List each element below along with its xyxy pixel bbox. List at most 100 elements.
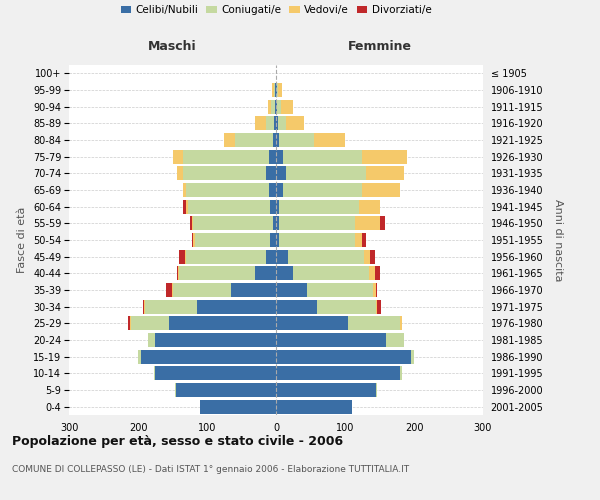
Bar xyxy=(366,166,404,180)
Bar xyxy=(272,83,274,97)
Bar xyxy=(193,233,194,247)
Text: Femmine: Femmine xyxy=(347,40,412,54)
Bar xyxy=(256,116,266,130)
Bar xyxy=(274,83,275,97)
Bar xyxy=(281,100,293,114)
Bar xyxy=(276,233,280,247)
Bar xyxy=(155,333,276,347)
Bar xyxy=(272,133,276,147)
Bar xyxy=(269,183,276,197)
Bar xyxy=(224,133,235,147)
Bar xyxy=(176,266,178,280)
Bar xyxy=(355,233,362,247)
Bar xyxy=(355,216,380,230)
Bar xyxy=(276,166,286,180)
Text: Maschi: Maschi xyxy=(148,40,197,54)
Bar xyxy=(268,100,271,114)
Bar xyxy=(400,366,401,380)
Legend: Celibi/Nubili, Coniugati/e, Vedovi/e, Divorziati/e: Celibi/Nubili, Coniugati/e, Vedovi/e, Di… xyxy=(121,5,431,15)
Bar xyxy=(143,300,144,314)
Bar xyxy=(271,100,275,114)
Bar xyxy=(293,266,369,280)
Bar xyxy=(131,316,169,330)
Bar xyxy=(275,83,276,97)
Bar xyxy=(276,216,280,230)
Bar xyxy=(276,266,293,280)
Bar xyxy=(410,350,414,364)
Bar xyxy=(278,83,281,97)
Text: COMUNE DI COLLEPASSO (LE) - Dati ISTAT 1° gennaio 2006 - Elaborazione TUTTITALIA: COMUNE DI COLLEPASSO (LE) - Dati ISTAT 1… xyxy=(12,465,409,474)
Bar xyxy=(178,166,183,180)
Bar xyxy=(277,100,281,114)
Bar xyxy=(359,200,380,214)
Bar xyxy=(280,216,355,230)
Bar xyxy=(269,150,276,164)
Bar xyxy=(144,300,145,314)
Bar xyxy=(231,283,276,297)
Bar xyxy=(185,250,187,264)
Bar xyxy=(362,233,366,247)
Bar xyxy=(190,216,192,230)
Bar xyxy=(271,200,276,214)
Bar xyxy=(370,250,376,264)
Bar xyxy=(280,233,355,247)
Bar xyxy=(376,300,377,314)
Bar xyxy=(276,133,280,147)
Bar xyxy=(283,150,362,164)
Bar xyxy=(183,200,187,214)
Bar xyxy=(276,283,307,297)
Bar xyxy=(155,366,276,380)
Bar xyxy=(266,250,276,264)
Text: Popolazione per età, sesso e stato civile - 2006: Popolazione per età, sesso e stato civil… xyxy=(12,435,343,448)
Bar xyxy=(376,283,377,297)
Bar xyxy=(193,216,272,230)
Bar xyxy=(276,350,410,364)
Bar xyxy=(317,300,376,314)
Bar xyxy=(275,100,276,114)
Bar xyxy=(200,400,276,414)
Bar xyxy=(280,200,359,214)
Bar xyxy=(289,250,364,264)
Bar xyxy=(178,266,179,280)
Bar xyxy=(266,166,276,180)
Bar xyxy=(187,200,188,214)
Bar xyxy=(286,116,304,130)
Bar xyxy=(362,150,407,164)
Bar xyxy=(130,316,131,330)
Bar xyxy=(271,233,276,247)
Bar xyxy=(349,316,400,330)
Bar xyxy=(276,366,400,380)
Bar xyxy=(286,166,366,180)
Bar xyxy=(188,200,271,214)
Bar xyxy=(276,383,376,397)
Bar xyxy=(176,383,276,397)
Bar xyxy=(276,316,349,330)
Bar xyxy=(138,350,142,364)
Bar xyxy=(183,150,269,164)
Bar xyxy=(192,216,193,230)
Bar xyxy=(194,233,271,247)
Bar xyxy=(283,183,362,197)
Bar xyxy=(276,300,317,314)
Bar xyxy=(280,133,314,147)
Bar xyxy=(183,183,187,197)
Bar xyxy=(145,300,197,314)
Bar xyxy=(276,100,277,114)
Bar xyxy=(276,183,283,197)
Bar xyxy=(128,316,130,330)
Bar xyxy=(276,250,289,264)
Bar xyxy=(364,250,370,264)
Bar xyxy=(276,400,352,414)
Bar xyxy=(377,300,381,314)
Bar xyxy=(272,216,276,230)
Bar xyxy=(400,316,401,330)
Bar xyxy=(276,116,278,130)
Bar xyxy=(172,283,173,297)
Bar xyxy=(235,133,272,147)
Bar xyxy=(374,266,380,280)
Bar xyxy=(173,283,231,297)
Bar xyxy=(277,83,278,97)
Bar xyxy=(276,333,386,347)
Bar xyxy=(197,300,276,314)
Bar xyxy=(307,283,373,297)
